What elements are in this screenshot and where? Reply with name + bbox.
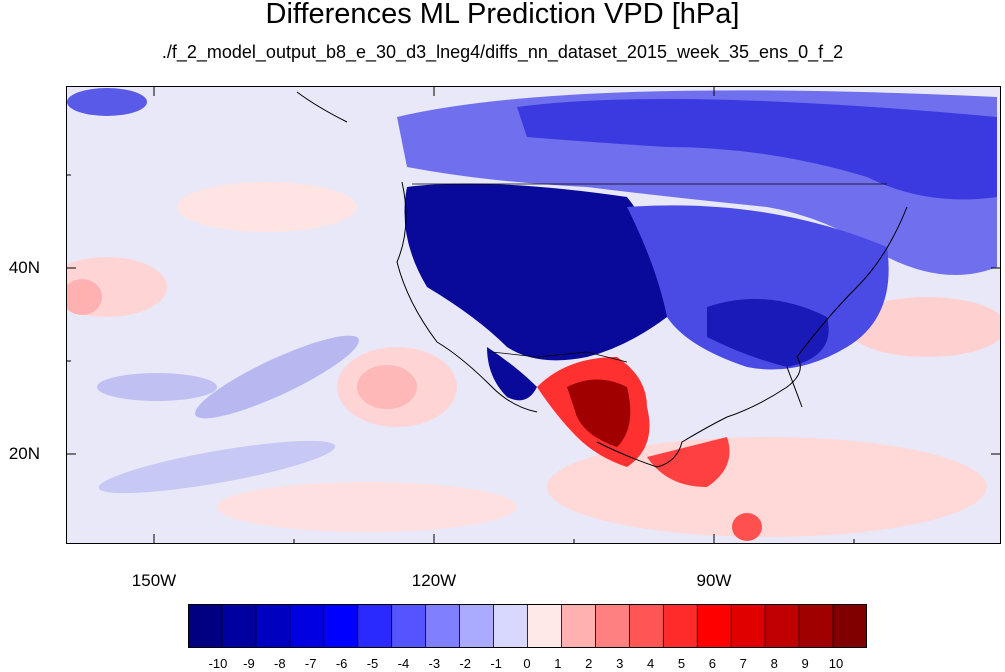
- colorbar-label: -10: [208, 656, 228, 671]
- map-field: [67, 87, 1000, 543]
- x-tick-label: 120W: [411, 571, 457, 590]
- colorbar-swatch: [188, 604, 223, 648]
- colorbar-swatch: [527, 604, 563, 648]
- colorbar-label: -4: [397, 656, 410, 671]
- colorbar-label: -3: [428, 656, 441, 671]
- colorbar: [188, 604, 867, 648]
- colorbar-label: -6: [335, 656, 348, 671]
- colorbar-label: -1: [490, 656, 502, 671]
- colorbar-label: 1: [554, 656, 562, 671]
- colorbar-swatch: [561, 604, 597, 648]
- colorbar-swatch: [832, 604, 867, 648]
- colorbar-swatch: [696, 604, 733, 648]
- colorbar-label: 6: [708, 656, 716, 671]
- colorbar-label: 9: [801, 656, 809, 671]
- colorbar-swatch: [323, 604, 359, 648]
- colorbar-label: 0: [523, 656, 531, 671]
- colorbar-swatch: [425, 604, 461, 648]
- x-tick-label: 150W: [131, 571, 177, 590]
- colorbar-swatch: [730, 604, 767, 648]
- colorbar-label: 4: [646, 656, 655, 671]
- colorbar-label: -5: [366, 656, 379, 671]
- colorbar-swatch: [798, 604, 834, 648]
- figure-title: Differences ML Prediction VPD [hPa]: [265, 0, 740, 30]
- colorbar-swatch: [357, 604, 393, 648]
- colorbar-label: 8: [770, 656, 778, 671]
- colorbar-label: -8: [274, 656, 286, 671]
- colorbar-label: 7: [739, 656, 747, 671]
- x-tick-label: 90W: [696, 571, 732, 590]
- colorbar-swatch: [628, 604, 665, 648]
- colorbar-label: 3: [616, 656, 624, 671]
- colorbar-swatch: [459, 604, 495, 648]
- colorbar-swatch: [289, 604, 325, 648]
- figure-subtitle: ./f_2_model_output_b8_e_30_d3_lneg4/diff…: [161, 42, 844, 62]
- map-panel: [66, 86, 1001, 544]
- y-tick-label: 40N: [8, 258, 40, 277]
- colorbar-label: 5: [677, 656, 686, 671]
- colorbar-swatch: [391, 604, 427, 648]
- colorbar-label: -7: [304, 656, 317, 671]
- colorbar-swatch: [662, 604, 699, 648]
- y-tick-label: 20N: [8, 444, 40, 463]
- colorbar-swatch: [493, 604, 529, 648]
- colorbar-label: 2: [585, 656, 593, 671]
- colorbar-swatch: [221, 604, 257, 648]
- colorbar-swatch: [764, 604, 801, 648]
- colorbar-label: 10: [828, 656, 844, 671]
- colorbar-label: -2: [459, 656, 471, 671]
- colorbar-label: -9: [243, 656, 255, 671]
- colorbar-swatch: [594, 604, 631, 648]
- colorbar-swatch: [255, 604, 291, 648]
